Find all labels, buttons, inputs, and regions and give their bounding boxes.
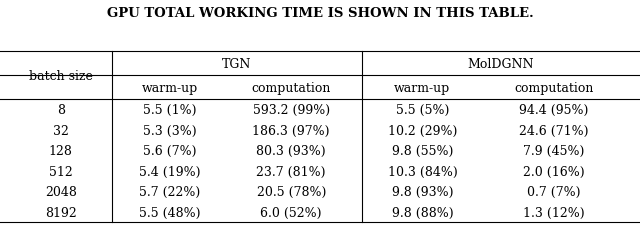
Text: 5.6 (7%): 5.6 (7%)	[143, 144, 196, 158]
Text: 8192: 8192	[45, 206, 77, 219]
Text: 2048: 2048	[45, 185, 77, 198]
Text: 9.8 (88%): 9.8 (88%)	[392, 206, 453, 219]
Text: 128: 128	[49, 144, 73, 158]
Text: 32: 32	[53, 124, 68, 137]
Text: 10.2 (29%): 10.2 (29%)	[388, 124, 457, 137]
Text: 5.5 (48%): 5.5 (48%)	[139, 206, 200, 219]
Text: 5.5 (5%): 5.5 (5%)	[396, 104, 449, 117]
Text: 5.5 (1%): 5.5 (1%)	[143, 104, 196, 117]
Text: computation: computation	[514, 81, 593, 94]
Text: 20.5 (78%): 20.5 (78%)	[257, 185, 326, 198]
Text: 24.6 (71%): 24.6 (71%)	[519, 124, 588, 137]
Text: 7.9 (45%): 7.9 (45%)	[523, 144, 584, 158]
Text: TGN: TGN	[222, 58, 252, 71]
Text: warm-up: warm-up	[394, 81, 451, 94]
Text: 10.3 (84%): 10.3 (84%)	[388, 165, 457, 178]
Text: 512: 512	[49, 165, 73, 178]
Text: 94.4 (95%): 94.4 (95%)	[519, 104, 588, 117]
Text: batch size: batch size	[29, 69, 93, 83]
Text: 9.8 (93%): 9.8 (93%)	[392, 185, 453, 198]
Text: 186.3 (97%): 186.3 (97%)	[252, 124, 330, 137]
Text: warm-up: warm-up	[141, 81, 198, 94]
Text: 2.0 (16%): 2.0 (16%)	[523, 165, 584, 178]
Text: 8: 8	[57, 104, 65, 117]
Text: 5.7 (22%): 5.7 (22%)	[139, 185, 200, 198]
Text: 5.3 (3%): 5.3 (3%)	[143, 124, 196, 137]
Text: 9.8 (55%): 9.8 (55%)	[392, 144, 453, 158]
Text: 1.3 (12%): 1.3 (12%)	[523, 206, 584, 219]
Text: 593.2 (99%): 593.2 (99%)	[253, 104, 330, 117]
Text: computation: computation	[252, 81, 331, 94]
Text: 5.4 (19%): 5.4 (19%)	[139, 165, 200, 178]
Text: 23.7 (81%): 23.7 (81%)	[257, 165, 326, 178]
Text: 80.3 (93%): 80.3 (93%)	[257, 144, 326, 158]
Text: 6.0 (52%): 6.0 (52%)	[260, 206, 322, 219]
Text: GPU TOTAL WORKING TIME IS SHOWN IN THIS TABLE.: GPU TOTAL WORKING TIME IS SHOWN IN THIS …	[107, 7, 533, 20]
Text: 0.7 (7%): 0.7 (7%)	[527, 185, 580, 198]
Text: MolDGNN: MolDGNN	[468, 58, 534, 71]
